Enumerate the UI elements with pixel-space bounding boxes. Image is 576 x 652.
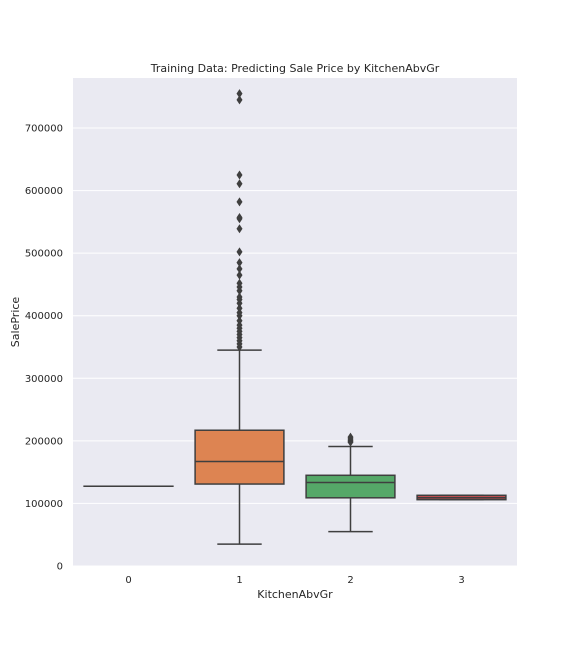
y-tick-label: 600000 (25, 186, 63, 197)
box-group-3 (417, 495, 506, 499)
x-tick-label: 1 (236, 575, 242, 586)
y-tick-label: 200000 (25, 436, 63, 447)
x-tick-labels: 0 1 2 3 (125, 575, 464, 586)
y-tick-label: 500000 (25, 249, 63, 260)
y-axis-label: SalePrice (9, 297, 22, 348)
box-iqr (195, 430, 284, 484)
box-iqr (306, 475, 395, 498)
plot-background (73, 78, 517, 566)
x-tick-label: 0 (125, 575, 131, 586)
y-tick-labels: 0 100000 200000 300000 400000 500000 600000 700… (25, 124, 63, 573)
y-tick-label: 0 (57, 562, 63, 573)
y-tick-label: 700000 (25, 124, 63, 135)
x-tick-label: 3 (458, 575, 464, 586)
y-tick-label: 400000 (25, 311, 63, 322)
x-tick-label: 2 (347, 575, 353, 586)
chart-title: Training Data: Predicting Sale Price by … (150, 62, 440, 75)
x-axis-label: KitchenAbvGr (257, 588, 333, 601)
y-tick-label: 100000 (25, 499, 63, 510)
y-tick-label: 300000 (25, 374, 63, 385)
